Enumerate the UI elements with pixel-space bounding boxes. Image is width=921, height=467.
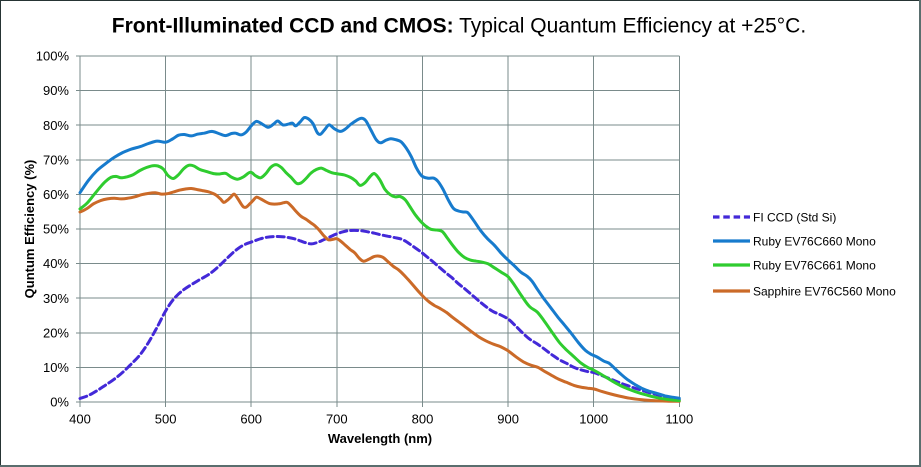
svg-text:Front-Illuminated CCD and CMOS: Front-Illuminated CCD and CMOS: Typical … (112, 15, 806, 38)
svg-text:600: 600 (240, 411, 262, 426)
svg-text:Quntum Efficiency (%): Quntum Efficiency (%) (22, 160, 37, 299)
svg-text:400: 400 (69, 411, 91, 426)
svg-text:FI CCD (Std Si): FI CCD (Std Si) (753, 210, 836, 224)
svg-text:40%: 40% (43, 256, 69, 271)
svg-text:30%: 30% (43, 291, 69, 306)
svg-text:900: 900 (497, 411, 519, 426)
svg-text:60%: 60% (43, 187, 69, 202)
svg-text:500: 500 (155, 411, 177, 426)
svg-text:Sapphire EV76C560 Mono: Sapphire EV76C560 Mono (753, 284, 896, 298)
svg-text:800: 800 (412, 411, 434, 426)
svg-text:Ruby EV76C660 Mono: Ruby EV76C660 Mono (753, 234, 876, 248)
svg-text:50%: 50% (43, 222, 69, 237)
svg-text:0%: 0% (50, 395, 69, 410)
svg-text:10%: 10% (43, 360, 69, 375)
svg-text:1100: 1100 (665, 411, 693, 426)
svg-text:70%: 70% (43, 152, 69, 167)
svg-text:100%: 100% (36, 49, 70, 64)
svg-text:Ruby EV76C661 Mono: Ruby EV76C661 Mono (753, 258, 876, 272)
svg-text:90%: 90% (43, 83, 69, 98)
svg-text:Wavelength (nm): Wavelength (nm) (328, 431, 432, 446)
svg-text:700: 700 (326, 411, 348, 426)
svg-text:20%: 20% (43, 325, 69, 340)
svg-text:80%: 80% (43, 118, 69, 133)
svg-text:1000: 1000 (579, 411, 608, 426)
